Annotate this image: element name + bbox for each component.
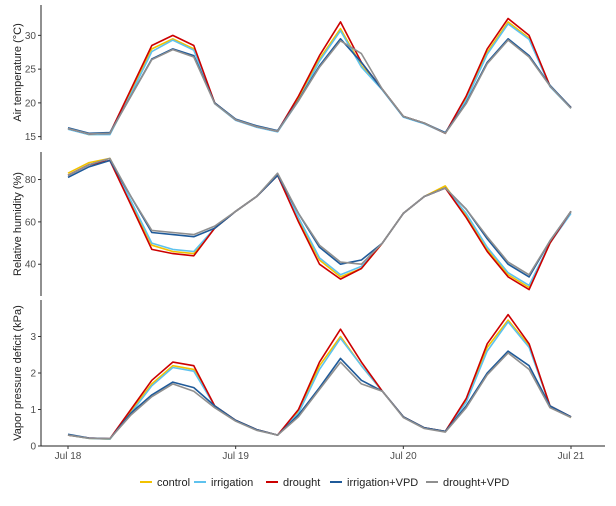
y-tick-label: 60 bbox=[25, 217, 37, 228]
y-tick-label: 3 bbox=[30, 332, 36, 343]
series-line-irrigation-plus-VPD bbox=[67, 159, 572, 278]
legend-label: control bbox=[157, 477, 190, 489]
panel-3: 0 1 2 3 Vapor pressure deficit (kPa) Jul 18 Ju… bbox=[12, 300, 605, 462]
series-line-control bbox=[67, 157, 572, 289]
series-line-drought bbox=[67, 17, 572, 135]
x-tick-label: Jul 21 bbox=[558, 451, 585, 462]
legend-item-irrigation: irrigation bbox=[194, 477, 253, 489]
y-tick-label: 30 bbox=[25, 31, 37, 42]
series-line-irrigation-plus-VPD bbox=[67, 37, 572, 135]
y-axis-title: Air temperature (°C) bbox=[12, 23, 24, 122]
y-axis-title: Vapor pressure deficit (kPa) bbox=[12, 305, 24, 441]
y-tick-label: 25 bbox=[25, 65, 37, 76]
x-tick-label: Jul 20 bbox=[390, 451, 417, 462]
series-line-irrigation bbox=[67, 159, 572, 287]
series-line-drought-plus-VPD bbox=[67, 157, 572, 276]
legend-label: drought bbox=[283, 477, 320, 489]
legend-label: irrigation+VPD bbox=[347, 477, 418, 489]
legend-item-control: control bbox=[140, 477, 190, 489]
x-tick-label: Jul 18 bbox=[55, 451, 82, 462]
y-tick-label: 80 bbox=[25, 175, 37, 186]
y-tick-label: 20 bbox=[25, 98, 37, 109]
y-tick-label: 2 bbox=[30, 369, 36, 380]
y-tick-label: 1 bbox=[30, 405, 36, 416]
series-line-irrigation bbox=[67, 321, 572, 440]
legend-item-drought: drought bbox=[266, 477, 320, 489]
legend-item-irrigation-plus-VPD: irrigation+VPD bbox=[330, 477, 418, 489]
series-line-control bbox=[67, 319, 572, 440]
series-line-irrigation-plus-VPD bbox=[67, 350, 572, 440]
series-line-control bbox=[67, 21, 572, 136]
legend-label: drought+VPD bbox=[443, 477, 509, 489]
series-line-drought-plus-VPD bbox=[67, 39, 572, 135]
legend-label: irrigation bbox=[211, 477, 253, 489]
series-line-drought bbox=[67, 159, 572, 291]
y-tick-label: 40 bbox=[25, 260, 37, 271]
series-line-irrigation bbox=[67, 23, 572, 136]
y-axis-title: Relative humidity (%) bbox=[12, 172, 24, 276]
x-tick-label: Jul 19 bbox=[222, 451, 249, 462]
series-line-drought-plus-VPD bbox=[67, 352, 572, 440]
y-tick-label: 0 bbox=[30, 442, 36, 453]
y-tick-label: 15 bbox=[25, 132, 37, 143]
legend-item-drought-plus-VPD: drought+VPD bbox=[426, 477, 509, 489]
legend: control irrigation drought irrigation+VPD dr… bbox=[140, 477, 509, 489]
series-line-drought bbox=[67, 313, 572, 440]
